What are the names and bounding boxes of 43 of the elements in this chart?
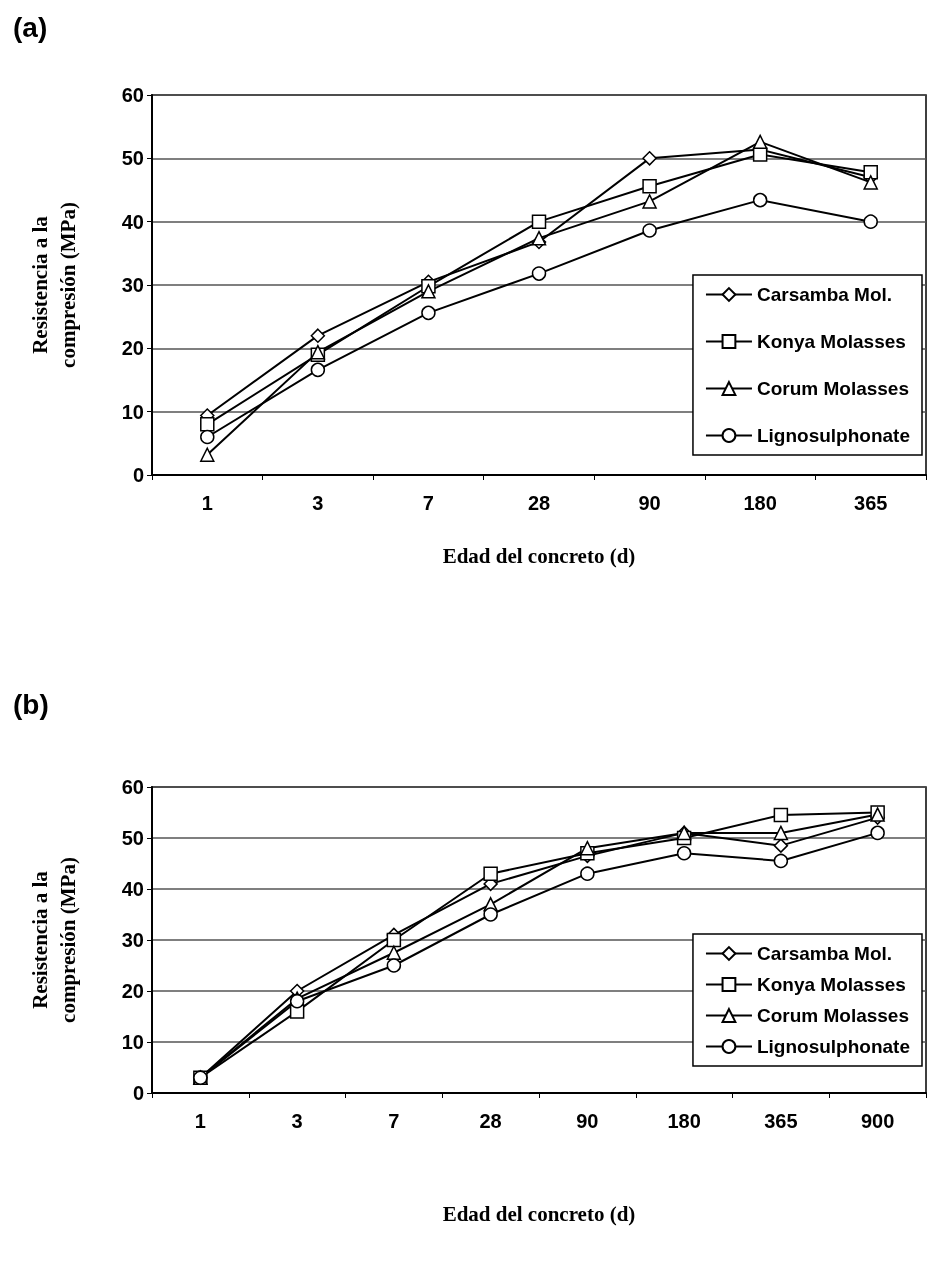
y-axis-title: Resistencia a la compresión (MPa) [28,857,80,1023]
legend-label: Konya Molasses [756,974,906,995]
y-tick-label: 40 [121,878,144,900]
y-tick-label: 50 [121,827,144,849]
legend-label: Konya Molasses [756,331,906,352]
x-tick-label: 365 [854,492,888,514]
y-tick-label: 50 [121,147,144,170]
y-tick-label: 30 [121,274,144,296]
x-tick-label: 90 [576,1110,599,1132]
y-axis-title: Resistencia a la compresión (MPa) [28,202,80,368]
legend-label: Lignosulphonate [756,1036,911,1057]
y-tick-label: 0 [132,1082,144,1104]
legend-label: Corum Molasses [756,1005,910,1026]
y-tick-label: 60 [121,776,144,798]
legend-label: Lignosulphonate [756,425,911,446]
chart-title: (a) [13,11,48,43]
legend-label: Corum Molasses [756,378,910,399]
x-axis-title: Edad del concreto (d) [442,1201,636,1226]
y-tick-label: 10 [121,1031,144,1053]
x-tick-label: 1 [201,492,213,514]
legend-label: Carsamba Mol. [756,943,893,964]
x-axis-title: Edad del concreto (d) [442,543,636,568]
y-tick-label: 30 [121,929,144,951]
x-tick-label: 1 [194,1110,206,1132]
legend-label: Carsamba Mol. [756,284,893,305]
x-tick-label: 90 [638,492,661,514]
x-tick-label: 365 [764,1110,798,1132]
x-tick-label: 180 [667,1110,701,1132]
x-tick-label: 7 [422,492,434,514]
x-tick-label: 3 [291,1110,303,1132]
x-tick-label: 900 [860,1110,895,1132]
chart-title: (b) [13,688,49,720]
y-tick-label: 40 [121,210,144,233]
x-tick-label: 7 [388,1110,400,1132]
x-tick-label: 3 [312,492,324,514]
y-tick-label: 60 [121,84,144,106]
y-tick-label: 0 [132,464,144,486]
y-tick-label: 20 [121,980,144,1002]
y-tick-label: 20 [121,337,144,360]
y-tick-label: 10 [121,400,144,423]
x-tick-label: 28 [527,492,551,514]
x-tick-label: 28 [479,1110,502,1132]
x-tick-label: 180 [743,492,777,514]
